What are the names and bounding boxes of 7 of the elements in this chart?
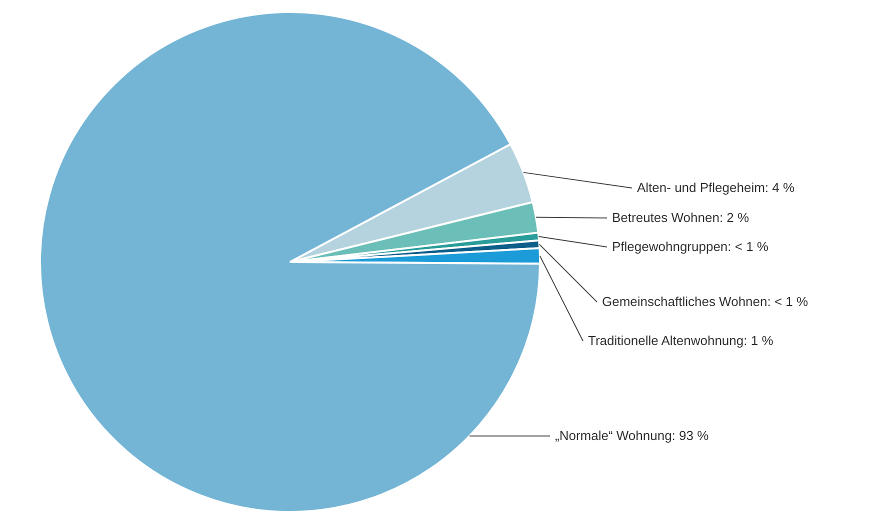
- slice-label: Gemeinschaftliches Wohnen: < 1 %: [602, 294, 809, 309]
- slice-label: Traditionelle Altenwohnung: 1 %: [588, 333, 774, 348]
- slice-label: „Normale“ Wohnung: 93 %: [555, 428, 710, 443]
- slice-label: Betreutes Wohnen: 2 %: [612, 210, 750, 225]
- slice-label: Pflegewohngruppen: < 1 %: [612, 239, 769, 254]
- slice-label: Alten- und Pflegeheim: 4 %: [637, 180, 795, 195]
- pie-slice: [39, 11, 541, 513]
